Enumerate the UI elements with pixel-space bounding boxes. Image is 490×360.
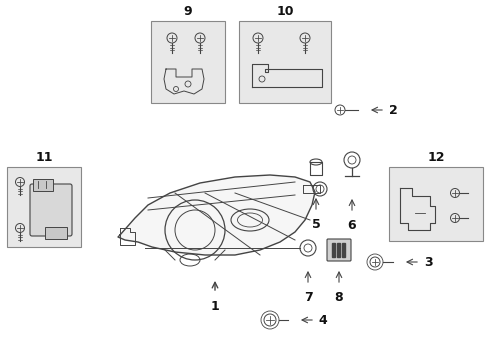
FancyBboxPatch shape <box>389 167 483 241</box>
Text: 6: 6 <box>348 219 356 232</box>
Text: 10: 10 <box>276 5 294 18</box>
Text: 5: 5 <box>312 218 320 231</box>
FancyBboxPatch shape <box>327 239 351 261</box>
FancyBboxPatch shape <box>7 167 81 247</box>
FancyBboxPatch shape <box>33 179 53 191</box>
FancyBboxPatch shape <box>151 21 225 103</box>
FancyBboxPatch shape <box>239 21 331 103</box>
Bar <box>342 243 345 257</box>
FancyBboxPatch shape <box>45 227 67 239</box>
FancyBboxPatch shape <box>30 184 72 236</box>
Bar <box>332 243 335 257</box>
Text: 3: 3 <box>424 256 432 269</box>
Polygon shape <box>118 175 315 255</box>
Text: 11: 11 <box>35 151 53 164</box>
Text: 8: 8 <box>335 291 343 304</box>
Text: 1: 1 <box>211 300 220 313</box>
Text: 12: 12 <box>427 151 445 164</box>
Bar <box>337 243 340 257</box>
Text: 4: 4 <box>318 314 327 327</box>
Text: 9: 9 <box>184 5 192 18</box>
Text: 2: 2 <box>389 104 397 117</box>
Text: 7: 7 <box>304 291 313 304</box>
